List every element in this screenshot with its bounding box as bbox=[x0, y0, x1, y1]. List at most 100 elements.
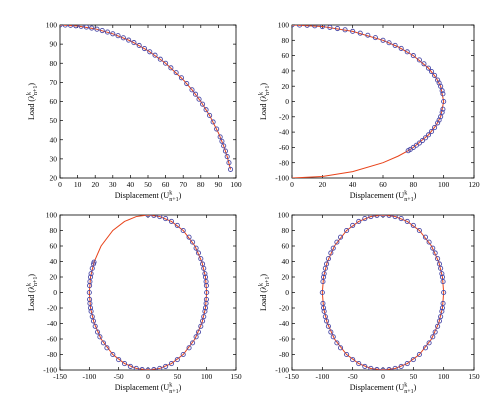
data-point bbox=[350, 357, 356, 363]
data-point bbox=[416, 351, 422, 358]
x-tick-label: 0 bbox=[381, 372, 385, 381]
data-point bbox=[428, 128, 435, 135]
data-point bbox=[180, 227, 186, 234]
y-tick-label: 100 bbox=[46, 21, 58, 30]
data-point bbox=[386, 367, 392, 370]
data-point bbox=[330, 245, 336, 251]
data-point bbox=[357, 30, 363, 36]
data-point bbox=[404, 218, 410, 224]
y-tick-label: -20 bbox=[279, 112, 289, 121]
data-point bbox=[193, 245, 199, 251]
data-point bbox=[195, 250, 202, 256]
data-point bbox=[157, 365, 163, 370]
data-point bbox=[214, 126, 220, 132]
series-group bbox=[319, 215, 447, 370]
y-tick-label: 100 bbox=[278, 21, 290, 30]
data-point bbox=[91, 259, 97, 265]
y-tick-label: 60 bbox=[282, 51, 290, 60]
x-tick-label: 120 bbox=[468, 180, 480, 189]
data-point bbox=[210, 119, 216, 125]
y-axis-label-close: ) bbox=[27, 274, 36, 277]
data-point bbox=[186, 345, 192, 351]
data-point bbox=[321, 271, 327, 277]
x-axis-label-close: ) bbox=[414, 191, 417, 200]
x-axis-label-sub: n+1 bbox=[404, 389, 413, 395]
data-point bbox=[425, 65, 432, 71]
y-tick-label: 80 bbox=[50, 226, 58, 235]
data-point bbox=[374, 215, 380, 218]
y-axis-label-close: ) bbox=[259, 83, 268, 86]
plot-frame bbox=[291, 24, 475, 179]
x-axis-label: Displacement (Uk n+1) bbox=[350, 191, 417, 204]
data-point bbox=[328, 329, 334, 335]
data-point bbox=[368, 215, 374, 220]
series-line bbox=[60, 25, 232, 170]
data-point bbox=[174, 222, 180, 228]
data-point bbox=[321, 308, 327, 314]
data-point bbox=[344, 227, 350, 234]
data-point bbox=[435, 256, 441, 262]
data-point bbox=[380, 37, 386, 43]
data-point bbox=[350, 28, 356, 34]
y-tick-label: 60 bbox=[282, 242, 290, 251]
x-tick-label: 100 bbox=[230, 180, 242, 189]
y-tick-label: 0 bbox=[285, 288, 289, 297]
y-tick-label: 100 bbox=[46, 211, 58, 220]
x-axis-label-main: Displacement (U bbox=[350, 191, 405, 200]
data-point bbox=[178, 75, 184, 81]
data-point bbox=[151, 367, 157, 370]
data-point bbox=[68, 25, 74, 28]
data-point bbox=[320, 300, 326, 306]
y-axis-label-close: ) bbox=[259, 274, 268, 277]
x-tick-label: -100 bbox=[82, 372, 96, 381]
x-tick-label: 100 bbox=[438, 180, 450, 189]
data-point bbox=[224, 154, 230, 160]
data-point bbox=[186, 234, 192, 240]
data-point bbox=[219, 138, 225, 144]
data-point bbox=[436, 117, 442, 123]
data-point bbox=[410, 53, 416, 59]
data-point bbox=[416, 227, 422, 234]
y-axis-label: Load (λkn+1) bbox=[259, 274, 272, 311]
y-tick-label: -100 bbox=[275, 174, 289, 183]
data-point bbox=[120, 35, 126, 41]
data-point bbox=[189, 87, 195, 93]
y-axis-label-sup: k bbox=[27, 92, 33, 95]
data-point bbox=[192, 91, 199, 97]
data-point bbox=[441, 289, 447, 296]
x-tick-label: 40 bbox=[127, 180, 135, 189]
data-point bbox=[362, 216, 368, 222]
series-line bbox=[88, 215, 208, 370]
data-point bbox=[334, 340, 340, 346]
x-tick-label: -50 bbox=[114, 372, 124, 381]
data-point bbox=[136, 42, 142, 49]
data-point bbox=[422, 345, 429, 351]
x-tick-label: 50 bbox=[410, 372, 418, 381]
x-tick-label: -150 bbox=[53, 372, 67, 381]
data-point bbox=[195, 329, 202, 335]
data-point bbox=[425, 132, 432, 138]
y-tick-label: -20 bbox=[279, 304, 289, 313]
data-point bbox=[435, 323, 441, 329]
data-point bbox=[60, 25, 63, 28]
data-point bbox=[319, 289, 325, 296]
data-point bbox=[202, 305, 209, 311]
x-axis-label: Displacement (Uk n+1) bbox=[115, 383, 182, 396]
data-point bbox=[439, 305, 446, 311]
x-axis-label: Displacement (Uk n+1) bbox=[350, 383, 417, 396]
chart-panel-2: 0 20 40 60 80 100 120 -100 -80 -60 -40 -20 0 20 40 60 80… bbox=[259, 21, 480, 203]
data-point bbox=[110, 31, 116, 37]
y-tick-label: -60 bbox=[47, 335, 57, 344]
data-point bbox=[163, 363, 169, 369]
y-axis-label-sub: n+1 bbox=[265, 277, 271, 286]
y-axis-label-main: Load (λ bbox=[259, 286, 268, 311]
data-point bbox=[127, 363, 133, 369]
x-tick-label: 60 bbox=[379, 180, 387, 189]
y-tick-label: 0 bbox=[285, 97, 289, 106]
data-point bbox=[157, 215, 163, 220]
y-tick-label: 60 bbox=[50, 97, 58, 106]
data-point bbox=[392, 42, 398, 48]
y-axis-label-sup: k bbox=[27, 283, 33, 286]
x-tick-label: -150 bbox=[285, 372, 299, 381]
x-tick-label: 150 bbox=[468, 372, 480, 381]
